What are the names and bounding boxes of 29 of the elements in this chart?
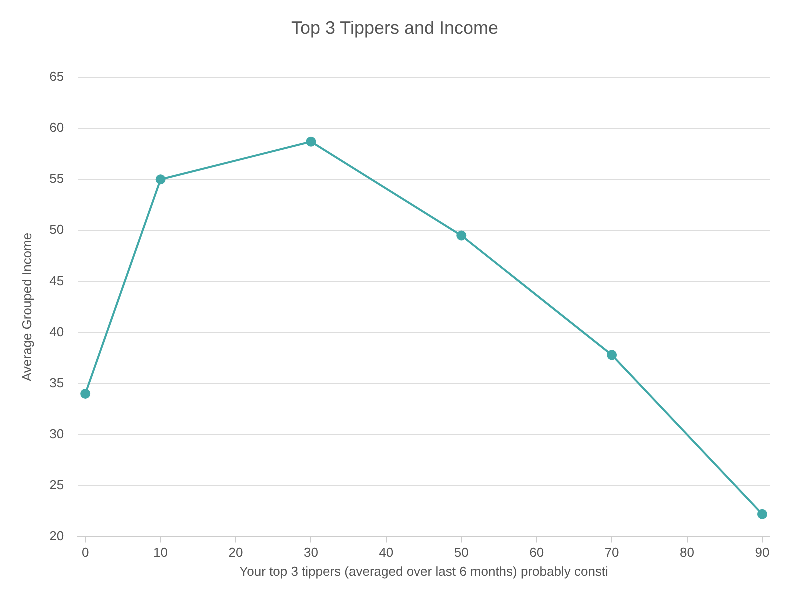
point (80, 388, 91, 399)
point (607, 350, 618, 360)
y-tick-label: 30 (50, 426, 64, 442)
chart-title: Top 3 Tippers and Income (291, 18, 499, 38)
x-tick-label: 60 (530, 545, 544, 560)
x-tick-label: 80 (680, 545, 694, 560)
y-tick-label: 55 (50, 171, 64, 186)
point (156, 174, 166, 185)
x-tick-label: 90 (755, 545, 770, 560)
y-tick-label: 45 (50, 273, 64, 288)
y-axis-title: Average Grouped Income (19, 232, 34, 382)
x-tick-label: 10 (154, 545, 168, 560)
x-tick-label: 40 (379, 545, 394, 560)
x-tick-label: 50 (454, 545, 469, 560)
y-tick-label: 25 (50, 477, 64, 492)
point (456, 230, 467, 241)
y-tick-label: 50 (50, 222, 64, 238)
x-tick-label: 0 (82, 545, 90, 560)
y-tick-label: 65 (50, 69, 64, 84)
x-tick-label: 20 (228, 545, 244, 560)
y-tick-label: 60 (50, 120, 64, 136)
x-axis-title: Your top 3 tippers (averaged over last 6 months) probably consti (240, 564, 609, 579)
x-tick-label: 70 (604, 545, 620, 560)
x-tick-label: 30 (304, 545, 318, 560)
point (306, 136, 316, 147)
y-tick-label: 35 (50, 375, 64, 390)
point (757, 509, 768, 520)
y-tick-label: 40 (50, 324, 64, 340)
y-tick-label: 20 (50, 528, 64, 544)
